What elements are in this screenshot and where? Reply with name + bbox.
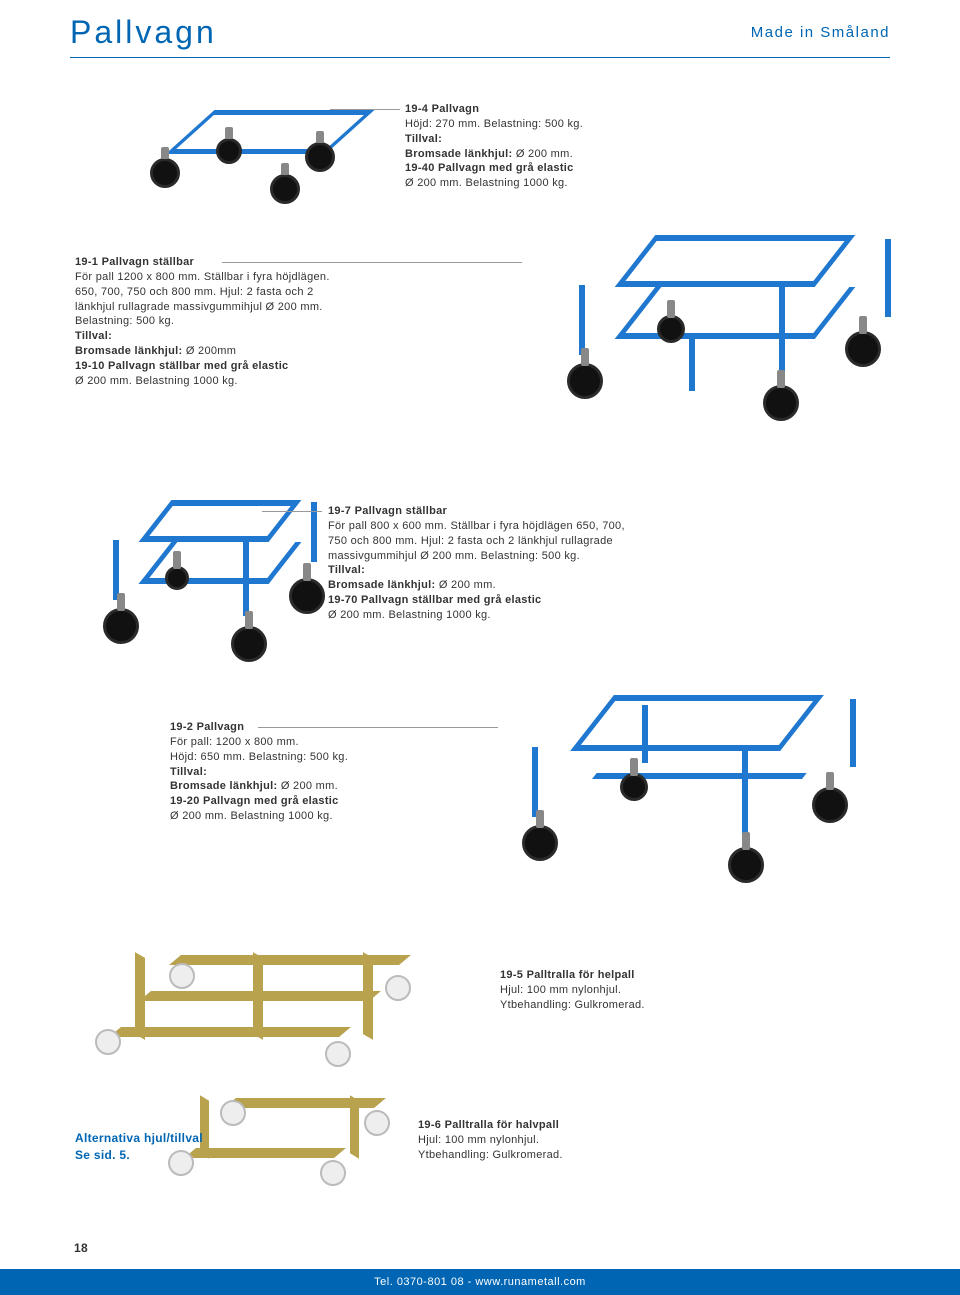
tillval-label: Tillval: [75, 330, 112, 342]
spec-line: 650, 700, 750 och 800 mm. Hjul: 2 fasta … [75, 286, 314, 298]
leader-19-7 [262, 511, 322, 512]
spec-line: 19-10 Pallvagn ställbar med grå elastic [75, 360, 288, 372]
spec-line: För pall: 1200 x 800 mm. [170, 736, 299, 748]
product-image-19-7 [95, 500, 315, 680]
spec-line: Ytbehandling: Gulkromerad. [500, 999, 645, 1011]
spec-line: För pall 1200 x 800 mm. Ställbar i fyra … [75, 271, 330, 283]
spec-line: Höjd: 270 mm. Belastning: 500 kg. [405, 118, 583, 130]
spec-line: Hjul: 100 mm nylonhjul. [500, 984, 621, 996]
spec-line: massivgummihjul Ø 200 mm. Belastning: 50… [328, 550, 580, 562]
spec-line: 19-40 Pallvagn med grå elastic [405, 162, 574, 174]
spec-line: Ø 200 mm. [277, 780, 337, 792]
spec-line: Ø 200mm [182, 345, 236, 357]
alt-hjul-note: Alternativa hjul/tillval Se sid. 5. [75, 1130, 203, 1164]
page-title: Pallvagn [70, 14, 217, 51]
product-text-19-6: 19-6 Palltralla för halvpall Hjul: 100 m… [418, 1118, 698, 1163]
spec-line: 19-70 Pallvagn ställbar med grå elastic [328, 594, 541, 606]
alt-line: Alternativa hjul/tillval [75, 1131, 203, 1145]
spec-line: Höjd: 650 mm. Belastning: 500 kg. [170, 751, 348, 763]
spec-line: Belastning: 500 kg. [75, 315, 174, 327]
product-text-19-7: 19-7 Pallvagn ställbar För pall 800 x 60… [328, 504, 708, 623]
spec-line: Ytbehandling: Gulkromerad. [418, 1149, 563, 1161]
product-text-19-5: 19-5 Palltralla för helpall Hjul: 100 mm… [500, 968, 780, 1013]
product-title: 19-1 Pallvagn ställbar [75, 256, 194, 268]
product-text-19-1: 19-1 Pallvagn ställbar För pall 1200 x 8… [75, 255, 405, 389]
tillval-label: Tillval: [170, 766, 207, 778]
spec-line: Bromsade länkhjul: [405, 148, 512, 160]
spec-line: 750 och 800 mm. Hjul: 2 fasta och 2 länk… [328, 535, 613, 547]
tillval-label: Tillval: [405, 133, 442, 145]
product-title: 19-5 Palltralla för helpall [500, 969, 635, 981]
product-image-19-4 [120, 90, 380, 210]
product-image-19-1 [545, 235, 865, 445]
product-title: 19-2 Pallvagn [170, 721, 244, 733]
spec-line: länkhjul rullagrade massivgummihjul Ø 20… [75, 301, 323, 313]
tillval-label: Tillval: [328, 564, 365, 576]
product-image-19-2 [500, 695, 830, 895]
header-divider [70, 57, 890, 58]
product-title: 19-7 Pallvagn ställbar [328, 505, 447, 517]
spec-line: Ø 200 mm. Belastning 1000 kg. [405, 177, 568, 189]
spec-line: Ø 200 mm. [435, 579, 495, 591]
product-title: 19-6 Palltralla för halvpall [418, 1119, 559, 1131]
page-number: 18 [74, 1241, 88, 1255]
leader-19-1 [222, 262, 522, 263]
spec-line: Ø 200 mm. [512, 148, 572, 160]
footer-bar: Tel. 0370-801 08 - www.runametall.com [0, 1269, 960, 1295]
product-title: 19-4 Pallvagn [405, 103, 479, 115]
spec-line: Ø 200 mm. Belastning 1000 kg. [75, 375, 238, 387]
alt-line: Se sid. 5. [75, 1148, 130, 1162]
product-text-19-2: 19-2 Pallvagn För pall: 1200 x 800 mm. H… [170, 720, 450, 824]
spec-line: 19-20 Pallvagn med grå elastic [170, 795, 339, 807]
leader-19-4 [330, 109, 400, 110]
product-text-19-4: 19-4 Pallvagn Höjd: 270 mm. Belastning: … [405, 102, 735, 191]
leader-19-2 [258, 727, 498, 728]
product-image-19-5 [85, 945, 415, 1055]
made-in-label: Made in Småland [751, 24, 890, 41]
spec-line: Ø 200 mm. Belastning 1000 kg. [328, 609, 491, 621]
spec-line: Bromsade länkhjul: [328, 579, 435, 591]
spec-line: Bromsade länkhjul: [75, 345, 182, 357]
spec-line: Ø 200 mm. Belastning 1000 kg. [170, 810, 333, 822]
spec-line: Bromsade länkhjul: [170, 780, 277, 792]
spec-line: För pall 800 x 600 mm. Ställbar i fyra h… [328, 520, 625, 532]
spec-line: Hjul: 100 mm nylonhjul. [418, 1134, 539, 1146]
